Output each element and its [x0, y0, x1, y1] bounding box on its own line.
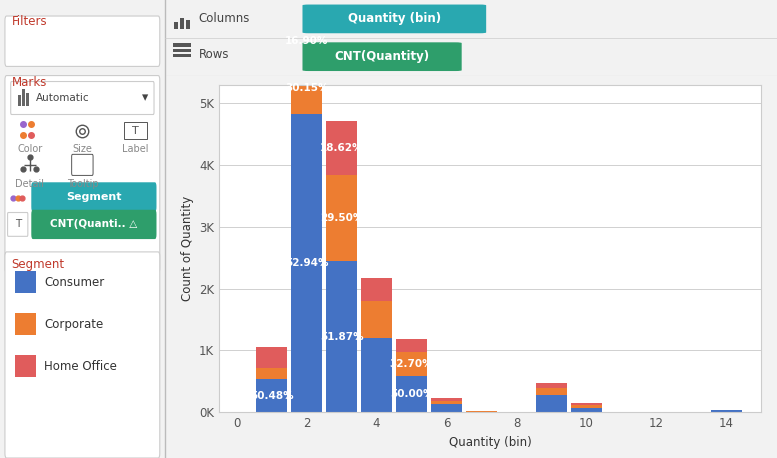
Text: Detail: Detail — [15, 179, 44, 189]
Text: Tooltip: Tooltip — [67, 179, 98, 189]
Bar — [536, 388, 567, 395]
Bar — [395, 339, 427, 352]
Text: 18.62%: 18.62% — [320, 143, 364, 153]
Text: Marks: Marks — [12, 76, 47, 88]
Bar — [361, 338, 392, 412]
Text: Segment: Segment — [12, 258, 64, 271]
Bar — [571, 403, 602, 405]
Text: Segment: Segment — [66, 192, 122, 202]
Bar — [180, 18, 184, 29]
FancyBboxPatch shape — [31, 182, 156, 212]
Text: 30.15%: 30.15% — [285, 82, 329, 93]
Text: Consumer: Consumer — [44, 276, 105, 289]
FancyBboxPatch shape — [8, 213, 28, 236]
Text: Size: Size — [72, 144, 92, 154]
Bar — [186, 21, 190, 29]
Bar — [430, 404, 462, 412]
Bar — [571, 405, 602, 408]
Bar — [571, 408, 602, 412]
Bar — [15, 355, 37, 377]
Bar — [256, 347, 287, 368]
Bar — [291, 114, 322, 412]
Bar — [124, 122, 147, 139]
FancyBboxPatch shape — [31, 210, 156, 239]
Bar — [430, 398, 462, 401]
Text: Rows: Rows — [198, 48, 229, 61]
Bar — [711, 410, 742, 412]
Bar — [172, 49, 191, 52]
Bar — [536, 395, 567, 412]
Bar — [430, 401, 462, 404]
Text: Quantity (bin): Quantity (bin) — [348, 12, 441, 25]
FancyBboxPatch shape — [5, 252, 160, 458]
Text: 29.50%: 29.50% — [320, 213, 364, 223]
Text: ▾: ▾ — [142, 92, 148, 104]
Bar — [326, 121, 357, 175]
FancyBboxPatch shape — [302, 5, 486, 33]
Text: 16.90%: 16.90% — [285, 36, 328, 46]
Bar — [15, 313, 37, 335]
Bar — [536, 382, 567, 388]
Text: T: T — [131, 125, 138, 136]
Bar — [15, 271, 37, 293]
Text: 50.00%: 50.00% — [390, 389, 434, 399]
Text: 52.94%: 52.94% — [285, 258, 329, 268]
Text: Corporate: Corporate — [44, 318, 103, 331]
Bar — [291, 60, 322, 114]
Bar — [26, 93, 30, 106]
Bar — [291, 21, 322, 60]
Text: 50.48%: 50.48% — [249, 391, 294, 401]
Text: T: T — [15, 219, 21, 229]
Text: Columns: Columns — [198, 12, 249, 25]
Bar — [395, 376, 427, 412]
Bar — [172, 44, 191, 47]
FancyBboxPatch shape — [302, 42, 462, 71]
Bar — [23, 89, 25, 106]
FancyBboxPatch shape — [5, 76, 160, 273]
Text: 51.87%: 51.87% — [320, 332, 364, 342]
Bar — [361, 278, 392, 301]
X-axis label: Quantity (bin): Quantity (bin) — [449, 436, 531, 449]
Bar — [172, 54, 191, 57]
Text: Automatic: Automatic — [37, 93, 90, 103]
Text: Label: Label — [122, 144, 148, 154]
Bar — [326, 175, 357, 261]
Text: Color: Color — [17, 144, 42, 154]
Y-axis label: Count of Quantity: Count of Quantity — [180, 196, 193, 301]
FancyBboxPatch shape — [5, 16, 160, 66]
Bar — [256, 379, 287, 412]
Bar — [361, 301, 392, 338]
Bar — [395, 352, 427, 376]
Text: 32.70%: 32.70% — [390, 359, 434, 369]
FancyBboxPatch shape — [11, 82, 154, 114]
Text: CNT(Quantity): CNT(Quantity) — [335, 50, 430, 63]
Text: CNT(Quanti.. △: CNT(Quanti.. △ — [51, 219, 138, 229]
Text: Filters: Filters — [12, 15, 47, 28]
Text: Home Office: Home Office — [44, 360, 117, 373]
Bar — [256, 368, 287, 379]
Bar — [326, 261, 357, 412]
Bar — [174, 22, 178, 29]
Bar — [18, 95, 21, 106]
